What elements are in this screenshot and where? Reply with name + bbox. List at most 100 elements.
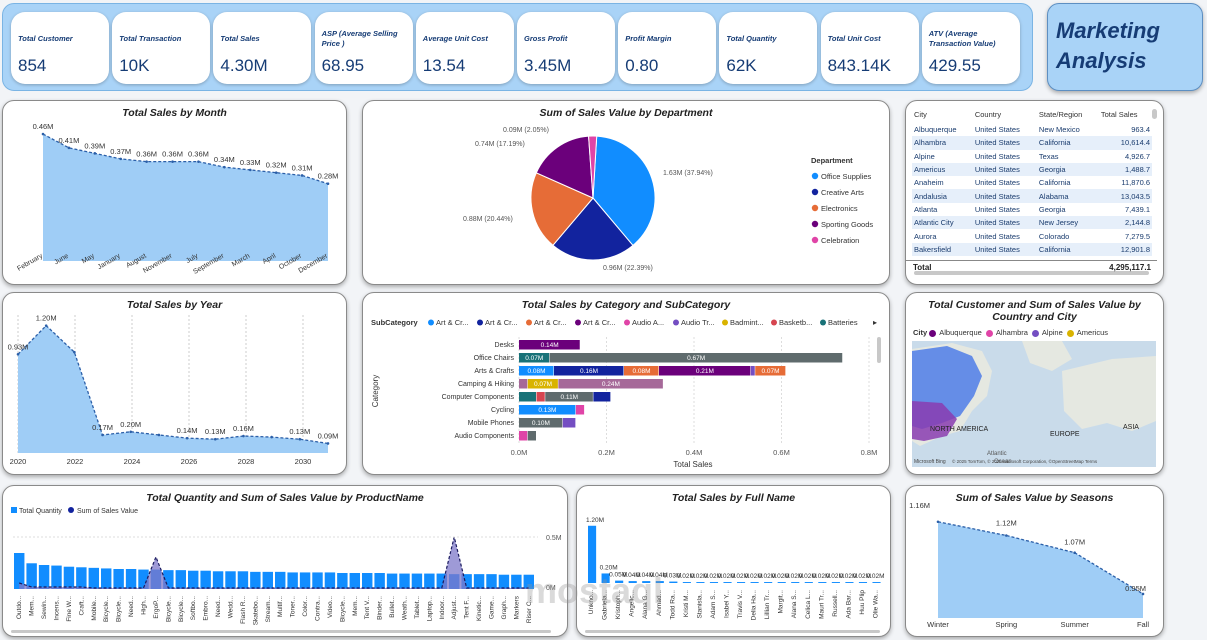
kpi-card[interactable]: Total Quantity 62K [719, 12, 818, 84]
quantity-bar[interactable] [399, 573, 410, 589]
bar[interactable] [723, 582, 732, 583]
bar-segment[interactable] [562, 418, 576, 428]
pie-slice[interactable] [552, 197, 634, 261]
legend-marker[interactable] [811, 220, 819, 228]
city-table-panel[interactable]: City Country State/Region Total Sales Albuq… [905, 100, 1164, 285]
data-point[interactable] [41, 132, 45, 136]
quantity-bar[interactable] [188, 570, 199, 589]
quantity-bar[interactable] [486, 574, 497, 589]
data-point[interactable] [73, 350, 76, 354]
data-point[interactable] [16, 352, 20, 356]
quantity-bar[interactable] [225, 571, 236, 589]
quantity-bar[interactable] [473, 574, 485, 589]
chart-scrollbar[interactable] [877, 337, 881, 363]
legend-label[interactable]: Office Supplies [821, 172, 872, 181]
data-point[interactable] [185, 436, 189, 440]
data-point[interactable] [1141, 592, 1145, 596]
quantity-bar[interactable] [337, 573, 348, 589]
bar[interactable] [588, 525, 597, 583]
data-point[interactable] [223, 165, 226, 169]
data-point[interactable] [213, 437, 217, 441]
bar-segment[interactable] [519, 392, 536, 402]
bar-segment[interactable] [558, 379, 663, 389]
kpi-card[interactable]: Total Transaction 10K [112, 12, 211, 84]
bar-segment[interactable] [575, 405, 585, 415]
kpi-card[interactable]: Total Customer 854 [11, 12, 109, 84]
quantity-bar[interactable] [125, 569, 137, 589]
data-point[interactable] [242, 434, 245, 438]
data-point[interactable] [298, 437, 302, 441]
data-point[interactable] [157, 433, 161, 437]
quantity-bar[interactable] [113, 569, 124, 589]
sales-by-year-panel[interactable]: Total Sales by Year 0.93M 1.20M 0.17M 0.20M… [2, 292, 347, 475]
legend-marker[interactable] [575, 319, 581, 326]
quantity-bar[interactable] [324, 572, 336, 589]
category-subcategory-chart[interactable]: SubCategory Art & Cr... Art & Cr... Art & C… [363, 293, 890, 475]
table-row[interactable]: Bakersfield United States California 12,901… [912, 242, 1152, 256]
quantity-bar[interactable] [299, 572, 311, 589]
column-header[interactable]: Country [974, 109, 1002, 119]
data-point[interactable] [248, 168, 252, 172]
legend-label[interactable]: Art & Cr... [583, 318, 616, 327]
seasons-area-chart[interactable]: 1.16M 1.12M 1.07M 0.95M Winter Spring Summer Fa… [906, 486, 1164, 637]
data-point[interactable] [326, 182, 330, 186]
legend-label[interactable]: Celebration [821, 236, 859, 245]
quantity-bar[interactable] [237, 571, 249, 589]
bar-segment[interactable] [527, 379, 558, 389]
chart-scrollbar[interactable] [11, 630, 551, 633]
legend-item[interactable]: Alpine [1031, 328, 1063, 337]
bar[interactable] [872, 582, 881, 583]
data-point[interactable] [270, 435, 273, 439]
bar-segment[interactable] [624, 366, 659, 376]
bar[interactable] [831, 582, 840, 583]
legend-next-arrow[interactable]: ▸ [873, 318, 877, 327]
legend-label[interactable]: Creative Arts [821, 188, 864, 197]
data-point[interactable] [274, 171, 278, 174]
legend-marker[interactable] [11, 507, 17, 513]
fullname-bar-chart[interactable]: 1.20M0.20M0.05M0.04M0.04M0.04M0.03M0.02M… [577, 486, 891, 637]
legend-label[interactable]: Badmint... [730, 318, 764, 327]
quantity-bar[interactable] [386, 573, 398, 589]
bar-segment[interactable] [519, 431, 528, 441]
quantity-bar[interactable] [250, 571, 261, 589]
data-point[interactable] [171, 160, 174, 163]
bar[interactable] [764, 582, 773, 583]
bar-segment[interactable] [519, 405, 576, 415]
sales-by-year-chart[interactable]: 0.93M 1.20M 0.17M 0.20M 0.14M 0.13M 0.16M 0.13M… [3, 293, 347, 475]
bar[interactable] [655, 581, 664, 583]
legend-label[interactable]: Basketb... [779, 318, 812, 327]
data-point[interactable] [936, 520, 940, 524]
quantity-bar[interactable] [38, 565, 50, 589]
quantity-bar[interactable] [163, 570, 174, 589]
bar-segment[interactable] [519, 366, 554, 376]
bar[interactable] [709, 582, 719, 583]
table-scrollbar[interactable] [1152, 109, 1157, 119]
legend-marker[interactable] [820, 319, 826, 326]
bar[interactable] [777, 582, 786, 583]
bar-segment[interactable] [750, 366, 755, 376]
bar-segment[interactable] [527, 431, 536, 441]
legend-marker[interactable] [673, 319, 679, 326]
map-graphic[interactable]: NORTH AMERICA EUROPE ASIA Atlantic Ocean… [912, 341, 1156, 467]
quantity-bar[interactable] [312, 572, 323, 589]
table-horizontal-scrollbar[interactable] [914, 271, 1149, 275]
map-attribution[interactable]: © 2025 TomTom, © 2025 Microsoft Corporat… [952, 458, 1098, 464]
legend-marker[interactable] [811, 236, 819, 244]
quantity-bar[interactable] [88, 567, 99, 589]
data-point[interactable] [145, 160, 148, 163]
quantity-bar[interactable] [200, 570, 211, 589]
fullname-panel[interactable]: Total Sales by Full Name 1.20M 0.20M 0.05M… [576, 485, 891, 637]
legend-label[interactable]: Art & Cr... [485, 318, 518, 327]
column-header[interactable]: State/Region [1038, 109, 1083, 119]
quantity-bar[interactable] [51, 565, 62, 589]
sales-by-month-chart[interactable]: 0.46M 0.41M 0.39M 0.37M 0.36M 0.36M 0.36M 0.34M… [3, 101, 347, 285]
bar[interactable] [682, 582, 691, 583]
legend-label[interactable]: Sporting Goods [821, 220, 873, 229]
bar[interactable] [845, 582, 854, 583]
bar-segment[interactable] [755, 366, 786, 376]
quantity-bar[interactable] [411, 573, 423, 589]
city-sales-table[interactable]: City Country State/Region Total Sales Albuq… [912, 105, 1152, 256]
data-point[interactable] [67, 146, 71, 150]
bar-segment[interactable] [519, 379, 528, 389]
quantity-bar[interactable] [436, 573, 447, 589]
